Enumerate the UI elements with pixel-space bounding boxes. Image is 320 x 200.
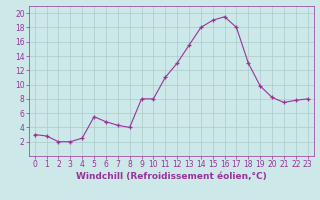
X-axis label: Windchill (Refroidissement éolien,°C): Windchill (Refroidissement éolien,°C) (76, 172, 267, 181)
